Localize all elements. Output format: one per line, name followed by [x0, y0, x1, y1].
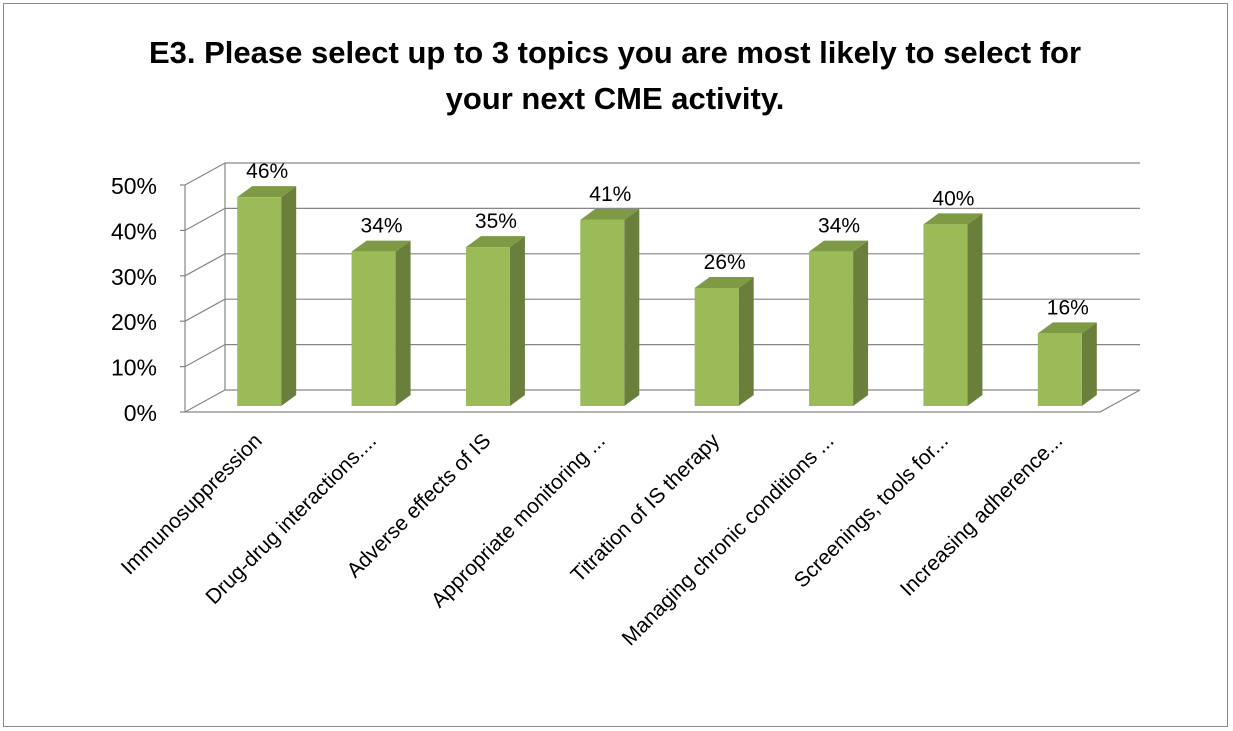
chart-floor	[185, 390, 1140, 412]
bar-front	[923, 224, 967, 406]
bar-side	[510, 236, 525, 406]
bar	[352, 241, 411, 406]
data-label: 34%	[361, 215, 403, 238]
data-label: 40%	[932, 187, 974, 210]
gridline-side	[185, 345, 225, 367]
data-label: 16%	[1047, 296, 1089, 319]
y-tick-label: 30%	[111, 264, 157, 290]
gridline-side	[185, 163, 225, 185]
grid-layer	[185, 163, 1140, 412]
bar-side	[967, 213, 982, 406]
gridline-side	[185, 208, 225, 230]
bar-side	[853, 241, 868, 406]
bar-front	[809, 252, 853, 406]
y-tick-label: 0%	[124, 400, 157, 426]
bar	[809, 241, 868, 406]
bar-side	[624, 209, 639, 406]
data-label: 35%	[475, 210, 517, 233]
bar-front	[580, 220, 624, 406]
bar-front	[1038, 333, 1082, 406]
data-label: 46%	[246, 160, 288, 183]
data-label: 34%	[818, 215, 860, 238]
bar	[237, 186, 296, 406]
bar	[580, 209, 639, 406]
data-label: 41%	[589, 183, 631, 206]
bar-front	[695, 288, 739, 406]
y-tick-label: 50%	[111, 173, 157, 199]
bar-front	[237, 197, 281, 406]
y-axis: 0% 10% 20% 30% 40% 50%	[111, 173, 185, 426]
data-label: 26%	[704, 251, 746, 274]
bar	[695, 277, 754, 406]
bar	[1038, 322, 1097, 406]
bar-side	[281, 186, 296, 406]
gridline-side	[185, 299, 225, 321]
category-label: Managing chronic conditions ...	[618, 429, 839, 650]
y-tick-label: 10%	[111, 355, 157, 381]
gridline-side	[185, 254, 225, 276]
bar-side	[396, 241, 411, 406]
bar	[466, 236, 525, 406]
bar-side	[739, 277, 754, 406]
y-tick-label: 20%	[111, 309, 157, 335]
bar-front	[466, 247, 510, 406]
bar-side	[1082, 322, 1097, 406]
bar	[923, 213, 982, 406]
bar-front	[352, 252, 396, 406]
y-tick-label: 40%	[111, 218, 157, 244]
